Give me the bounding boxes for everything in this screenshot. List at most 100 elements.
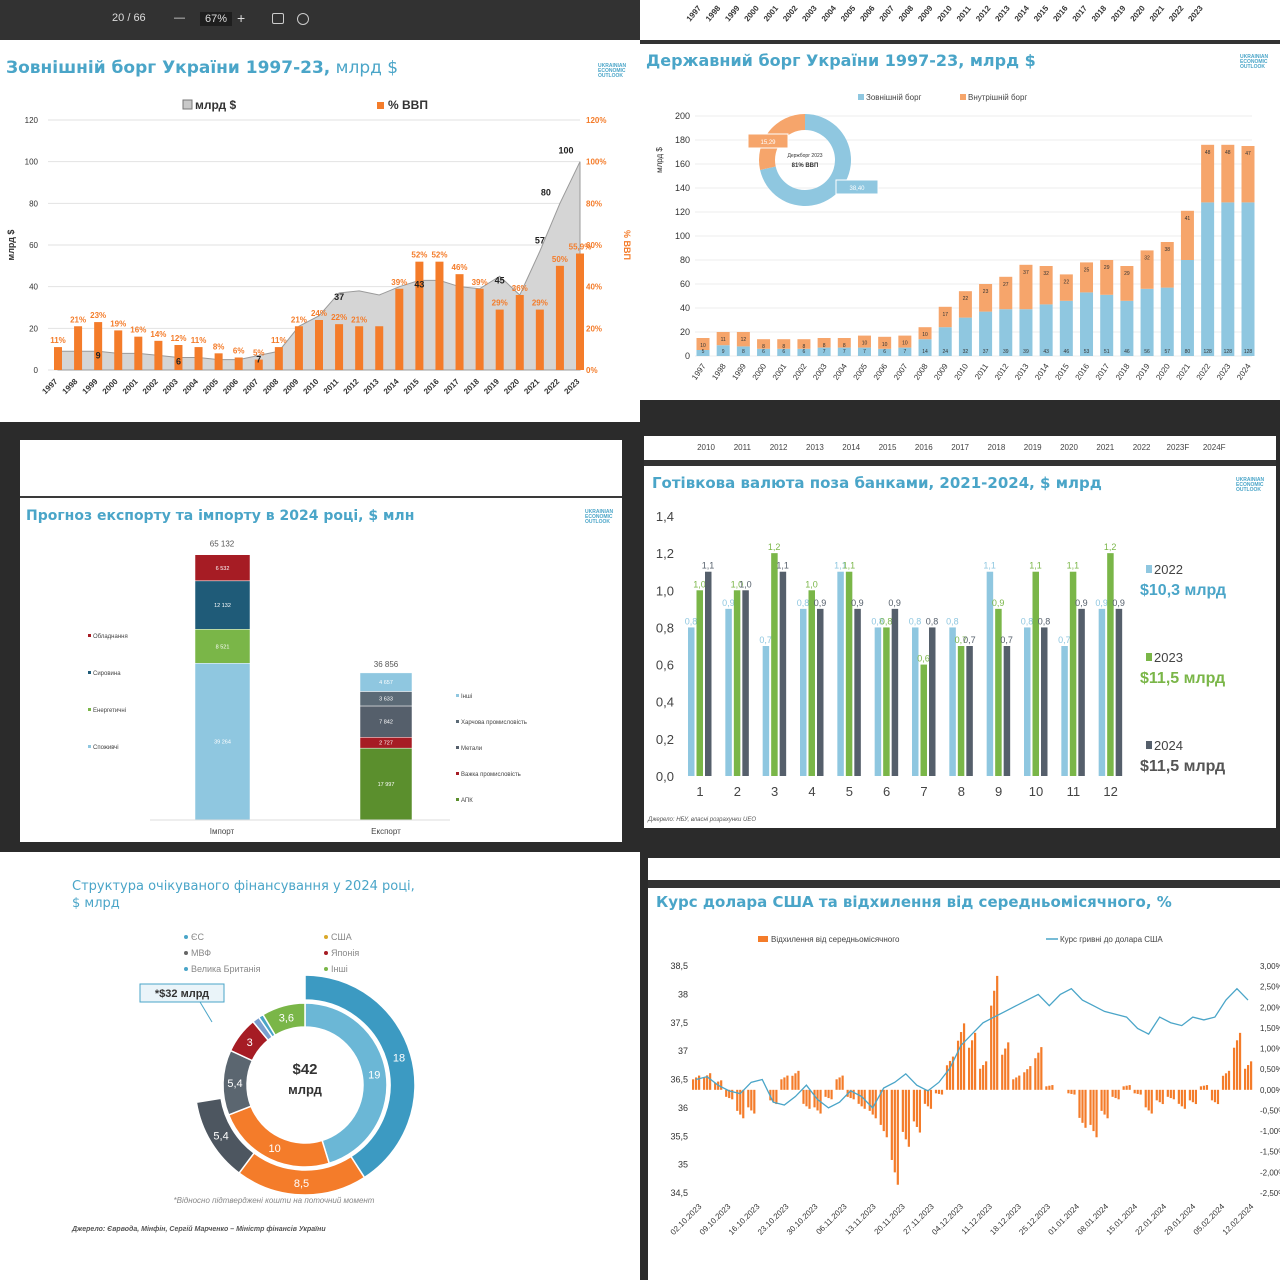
year-tick-label: 2022 bbox=[1167, 3, 1186, 23]
y2-tick-label: -1,50% bbox=[1260, 1148, 1280, 1157]
year-strip: 2010 2011 2012 2013 2014 2015 2016 2017 2018 2019… bbox=[697, 443, 1226, 452]
domestic-debt-bar bbox=[1160, 242, 1174, 288]
domestic-debt-bar bbox=[757, 339, 771, 349]
y-tick-label: 100 bbox=[25, 158, 39, 167]
outer-ring-segment bbox=[195, 1097, 256, 1175]
year-tick-label: 2014 bbox=[842, 443, 860, 452]
y-tick-label: 20 bbox=[680, 327, 690, 337]
deviation-bar bbox=[904, 1089, 907, 1140]
deviation-bar bbox=[962, 1023, 966, 1090]
y-tick-label: 200 bbox=[675, 111, 690, 121]
inner-ring-label: 10 bbox=[269, 1143, 281, 1155]
deviation-bar bbox=[990, 1005, 993, 1090]
data-label: 0,9 bbox=[992, 598, 1005, 608]
deviation-bar bbox=[929, 1089, 933, 1109]
pct-gdp-bar bbox=[455, 274, 464, 370]
deviation-bar bbox=[739, 1089, 742, 1115]
external-debt-bar bbox=[1080, 292, 1094, 356]
x-tick-label: 2007 bbox=[892, 362, 910, 382]
deviation-bar bbox=[874, 1089, 877, 1119]
deviation-bar bbox=[1221, 1075, 1225, 1090]
fit-page-icon[interactable] bbox=[272, 13, 284, 24]
year-tick-label: 2019 bbox=[1024, 443, 1042, 452]
inner-ring-label: 3,6 bbox=[279, 1013, 294, 1025]
export-segment-label: 7 842 bbox=[379, 720, 393, 726]
zoom-out-button[interactable]: — bbox=[174, 12, 185, 24]
debt-value-label: 80 bbox=[541, 187, 551, 197]
series-2023-bar bbox=[845, 571, 853, 776]
x-tick-label: 12 bbox=[1103, 784, 1117, 799]
year-tick-label: 2020 bbox=[1129, 3, 1148, 23]
rotate-icon[interactable] bbox=[297, 13, 309, 25]
series-2022-bar bbox=[874, 627, 882, 776]
donut-center-value: 81% ВВП bbox=[792, 163, 819, 169]
legend-label: ЄС bbox=[191, 932, 204, 942]
deviation-bar bbox=[1238, 1032, 1242, 1090]
public-debt-panel: 1997 1998 1999 2000 2001 2002 2003 2004 2005 2006… bbox=[640, 0, 1280, 400]
deviation-bar bbox=[813, 1089, 816, 1108]
external-debt-label: 9 bbox=[722, 349, 725, 355]
y2-tick-label: 3,00% bbox=[1260, 962, 1280, 971]
import-segment-label: 39 264 bbox=[214, 740, 231, 746]
domestic-debt-label: 37 bbox=[1023, 270, 1029, 276]
x-tick-label: Експорт bbox=[371, 827, 401, 836]
year-tick-label: 2016 bbox=[915, 443, 933, 452]
x-tick-label: 2005 bbox=[852, 362, 870, 382]
external-debt-bar bbox=[1160, 287, 1174, 356]
y-tick-label: 0,0 bbox=[656, 769, 674, 784]
deviation-bar bbox=[772, 1089, 775, 1103]
x-tick-label: 2016 bbox=[422, 377, 441, 396]
data-label: 0,8 bbox=[946, 616, 959, 626]
x-tick-label: 2006 bbox=[221, 377, 240, 396]
deviation-bar bbox=[1100, 1089, 1103, 1111]
external-debt-label: 5 bbox=[702, 349, 705, 355]
deviation-bar bbox=[1144, 1089, 1147, 1108]
x-tick-label: 2022 bbox=[1195, 362, 1213, 382]
domestic-debt-bar bbox=[878, 336, 892, 349]
domestic-debt-label: 48 bbox=[1225, 150, 1231, 156]
domestic-debt-label: 8 bbox=[803, 344, 806, 350]
domestic-debt-bar bbox=[918, 327, 932, 340]
data-label: 0,9 bbox=[1112, 598, 1125, 608]
legend-swatch bbox=[456, 746, 459, 749]
page-number-field[interactable]: 20 / 66 bbox=[112, 12, 146, 24]
outer-ring-label: 5,4 bbox=[213, 1131, 228, 1143]
data-label: 1,1 bbox=[983, 561, 996, 571]
deviation-bar bbox=[827, 1089, 830, 1099]
x-tick-label: 8 bbox=[958, 784, 965, 799]
domestic-debt-bar bbox=[736, 332, 750, 347]
debt-value-label: 37 bbox=[334, 292, 344, 302]
external-debt-label: 6 bbox=[762, 349, 765, 355]
external-debt-label: 53 bbox=[1084, 349, 1090, 355]
deviation-bar bbox=[728, 1089, 731, 1099]
year-tick-label: 2017 bbox=[951, 443, 969, 452]
x-tick-label: 10 bbox=[1029, 784, 1043, 799]
y-tick-label: 40 bbox=[680, 303, 690, 313]
zoom-in-button[interactable]: + bbox=[237, 10, 246, 26]
series-2023-bar bbox=[1107, 553, 1114, 776]
domestic-debt-label: 29 bbox=[1104, 265, 1110, 271]
data-label: 0,8 bbox=[880, 616, 893, 626]
debt-value-label: 100 bbox=[558, 146, 573, 156]
domestic-debt-label: 25 bbox=[1084, 267, 1090, 273]
pct-gdp-label: 39% bbox=[391, 278, 407, 287]
y-tick-label: 37,5 bbox=[670, 1018, 688, 1028]
y2-tick-label: 0,50% bbox=[1260, 1065, 1280, 1074]
footnote: *Відносно підтверджені кошти на поточний… bbox=[174, 1196, 375, 1205]
deviation-bar bbox=[945, 1065, 949, 1090]
zoom-level-field[interactable]: 67% bbox=[200, 12, 233, 26]
deviation-bar bbox=[1227, 1070, 1231, 1090]
x-tick-label: 2000 bbox=[751, 362, 769, 382]
data-label: 1,2 bbox=[768, 542, 781, 552]
x-tick-label: 2023 bbox=[562, 377, 581, 396]
trade-forecast-chart: Обладнання Сировина Енергетичні Споживчі 39 … bbox=[88, 540, 527, 836]
domestic-debt-label: 10 bbox=[902, 341, 908, 347]
external-debt-panel: Зовнішній борг України 1997-23, млрд $ U… bbox=[0, 40, 640, 422]
pct-gdp-bar bbox=[435, 261, 444, 370]
external-debt-label: 7 bbox=[863, 349, 866, 355]
deviation-bar bbox=[824, 1089, 827, 1097]
domestic-debt-bar bbox=[716, 332, 730, 346]
external-debt-bar bbox=[857, 347, 871, 356]
year-tick-label: 2013 bbox=[806, 443, 824, 452]
year-tick-label: 2001 bbox=[762, 3, 781, 23]
